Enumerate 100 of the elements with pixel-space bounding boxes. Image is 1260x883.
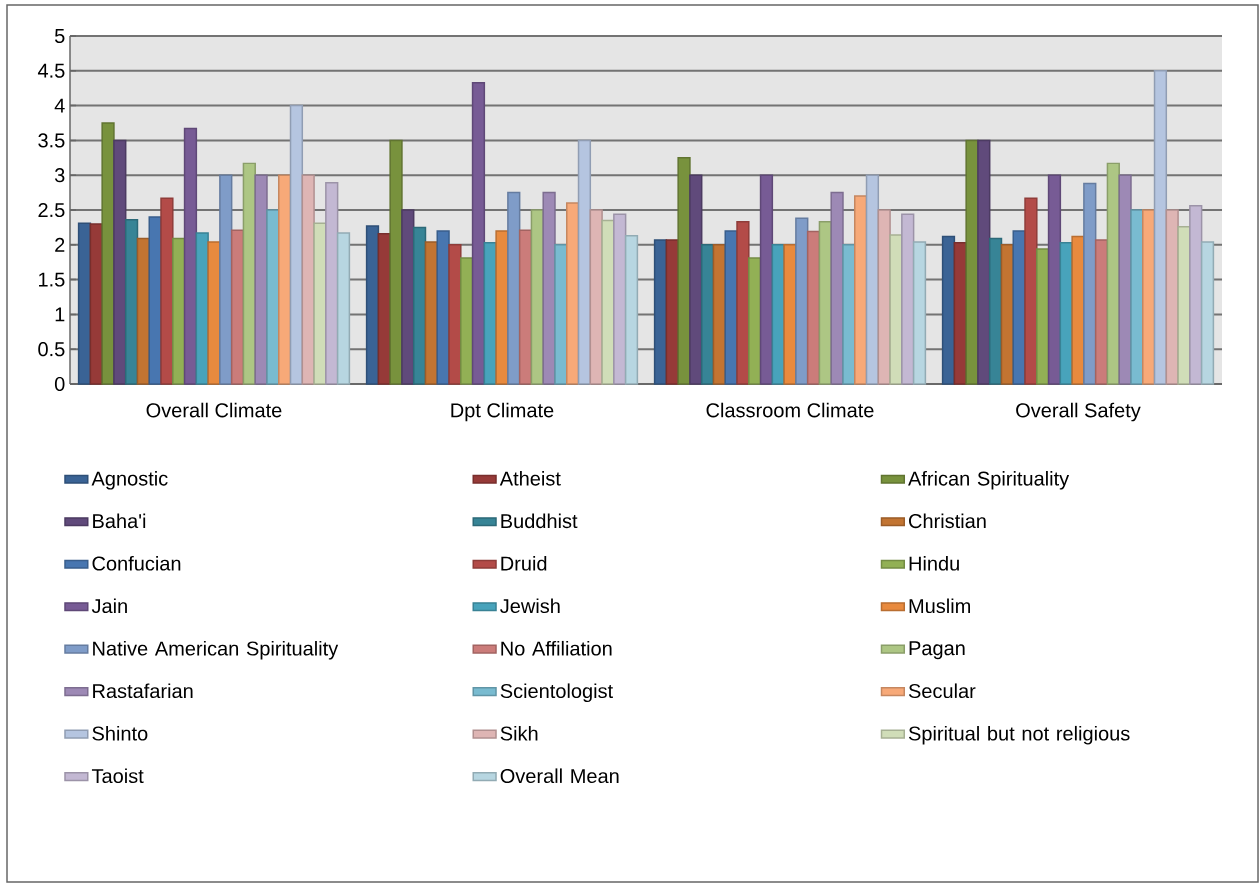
bar (865, 174, 880, 385)
legend-label: Overall Mean (500, 768, 619, 784)
bar (1071, 235, 1085, 385)
bar (1130, 209, 1144, 385)
bar (289, 104, 304, 385)
bar (1200, 241, 1215, 385)
bar (124, 219, 139, 385)
bar (912, 241, 927, 385)
legend-label: Shinto (92, 725, 148, 741)
bar (136, 237, 150, 385)
bar (230, 229, 245, 385)
legend-label: Spiritual but not religious (908, 725, 1130, 745)
bar (736, 221, 750, 385)
bar (113, 139, 127, 385)
legend-label: Secular (908, 683, 976, 699)
bar (401, 209, 415, 385)
bar (1189, 205, 1203, 385)
legend-label: Buddhist (501, 513, 578, 529)
bar (1083, 182, 1097, 385)
y-tick-label: 5 (54, 29, 65, 43)
bar (412, 226, 427, 385)
bar (965, 139, 979, 385)
legend-label: Christian (909, 513, 986, 529)
bar (101, 122, 115, 385)
bar (542, 191, 556, 385)
x-tick-label: Classroom Climate (706, 402, 874, 418)
y-tick-label: 0.5 (38, 342, 65, 357)
x-tick-label: Dpt Climate (451, 402, 554, 422)
legend-label: African Spirituality (908, 470, 1070, 490)
bar (389, 139, 403, 385)
bar (207, 241, 221, 385)
legend-label: Agnostic (91, 470, 168, 490)
bar (712, 244, 726, 385)
y-tick-label: 2 (55, 237, 65, 252)
legend-label: Druid (501, 555, 547, 571)
bar (507, 191, 521, 385)
bar (901, 213, 915, 385)
bar (601, 219, 615, 385)
legend-label: Muslim (909, 598, 970, 614)
legend-label: Sikh (500, 725, 538, 741)
bar (941, 235, 956, 385)
bar (183, 127, 198, 385)
y-tick-label: 3 (54, 168, 65, 183)
bar (854, 195, 868, 385)
bar (219, 174, 233, 385)
y-tick-label: 1 (55, 307, 65, 322)
bar (689, 174, 703, 385)
bar (254, 174, 268, 385)
x-tick-label: Overall Climate (146, 402, 282, 418)
bar (365, 225, 380, 385)
legend-label: Scientologist (500, 683, 613, 703)
bar (313, 222, 327, 385)
bar (677, 157, 691, 385)
bar (325, 182, 339, 385)
bar (1036, 248, 1050, 385)
bar (759, 174, 774, 385)
bar (577, 139, 592, 385)
legend-label: Jain (91, 598, 127, 614)
bar (1142, 209, 1156, 385)
bar (1047, 174, 1062, 385)
legend-label: Atheist (499, 470, 561, 486)
legend-label: Jewish (500, 598, 560, 614)
bar (278, 174, 292, 385)
y-tick-label: 4 (54, 98, 65, 113)
bar (172, 237, 186, 385)
y-tick-label: 4.5 (37, 63, 65, 78)
bar (77, 222, 92, 385)
bar (1024, 197, 1038, 385)
bar (518, 229, 533, 385)
bar (160, 197, 174, 385)
bar (1153, 70, 1168, 385)
legend-label: Confucian (92, 555, 181, 571)
legend-label: Baha'i (93, 513, 146, 529)
legend-label: No Affiliation (501, 640, 612, 656)
bar (1000, 244, 1014, 385)
bar (988, 237, 1003, 385)
bar (700, 244, 715, 385)
bar (806, 230, 821, 385)
bar (830, 191, 844, 385)
bar (783, 244, 797, 385)
y-tick-label: 0 (54, 376, 65, 392)
bar (653, 239, 668, 385)
x-tick-label: Overall Safety (1016, 402, 1141, 422)
legend-label: Native American Spirituality (93, 640, 339, 660)
bar (1177, 225, 1191, 385)
legend-label: Hindu (909, 555, 959, 571)
bar (460, 257, 474, 385)
bar (1094, 239, 1109, 385)
bar (495, 230, 509, 385)
bar (889, 234, 903, 385)
bar (448, 244, 462, 385)
bar (613, 213, 627, 385)
legend-label: Rastafarian (93, 683, 193, 699)
legend-label: Taoist (91, 768, 144, 784)
bar (1118, 174, 1132, 385)
bar (624, 235, 639, 385)
bar (795, 217, 809, 385)
bar (977, 139, 991, 385)
bar (748, 257, 762, 385)
legend-label: Pagan (909, 641, 965, 660)
